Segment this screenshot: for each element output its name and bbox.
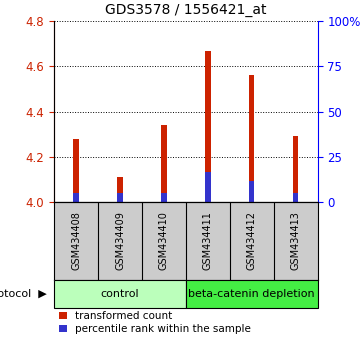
Text: protocol  ▶: protocol ▶ [0,289,47,299]
Bar [161,125,166,202]
Text: GSM434409: GSM434409 [115,211,125,270]
Bar [117,177,123,202]
Text: beta-catenin depletion: beta-catenin depletion [188,289,315,299]
Bar [249,182,255,202]
Bar [293,136,298,202]
Bar [186,280,318,308]
Legend: transformed count, percentile rank within the sample: transformed count, percentile rank withi… [59,311,251,334]
Bar [293,193,298,202]
Title: GDS3578 / 1556421_at: GDS3578 / 1556421_at [105,4,267,17]
Text: GSM434411: GSM434411 [203,211,213,270]
Bar [249,75,255,202]
Bar [205,51,210,202]
Text: GSM434413: GSM434413 [291,211,301,270]
Bar [54,280,186,308]
Bar [161,193,166,202]
Text: GSM434410: GSM434410 [159,211,169,270]
Bar [74,138,79,202]
Text: GSM434408: GSM434408 [71,211,81,270]
Bar [74,193,79,202]
Text: GSM434412: GSM434412 [247,211,257,270]
Bar [117,193,123,202]
Text: control: control [101,289,139,299]
Bar [205,172,210,202]
